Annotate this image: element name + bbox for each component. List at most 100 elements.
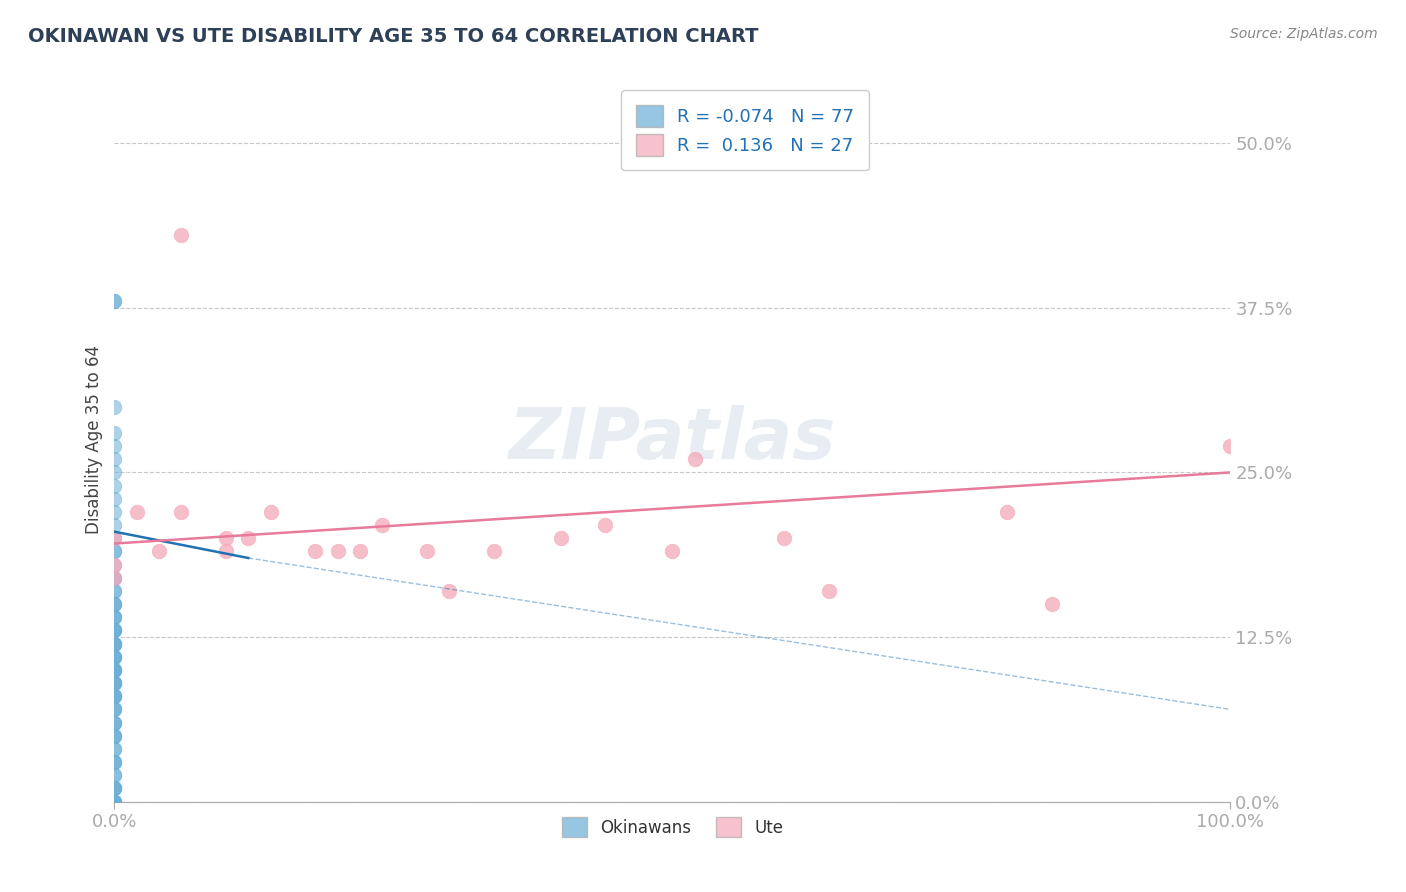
Point — [103, 452, 125, 467]
Point — [103, 715, 125, 730]
Point — [103, 624, 125, 638]
Point — [148, 544, 170, 558]
Point — [103, 715, 125, 730]
Point — [103, 597, 125, 611]
Point — [326, 544, 349, 558]
Point — [773, 531, 796, 545]
Point — [103, 558, 125, 572]
Point — [103, 781, 125, 796]
Point — [103, 715, 125, 730]
Point — [103, 690, 125, 704]
Point — [103, 795, 125, 809]
Point — [103, 637, 125, 651]
Point — [103, 781, 125, 796]
Point — [170, 505, 193, 519]
Point — [304, 544, 326, 558]
Point — [170, 228, 193, 243]
Point — [103, 624, 125, 638]
Point — [103, 637, 125, 651]
Point — [103, 795, 125, 809]
Point — [103, 676, 125, 690]
Point — [103, 466, 125, 480]
Point — [103, 795, 125, 809]
Point — [103, 729, 125, 743]
Point — [103, 425, 125, 440]
Point — [103, 742, 125, 756]
Point — [550, 531, 572, 545]
Point — [103, 663, 125, 677]
Point — [103, 571, 125, 585]
Y-axis label: Disability Age 35 to 64: Disability Age 35 to 64 — [86, 345, 103, 534]
Point — [103, 649, 125, 664]
Point — [103, 795, 125, 809]
Point — [103, 676, 125, 690]
Text: OKINAWAN VS UTE DISABILITY AGE 35 TO 64 CORRELATION CHART: OKINAWAN VS UTE DISABILITY AGE 35 TO 64 … — [28, 27, 759, 45]
Point — [103, 768, 125, 782]
Point — [103, 637, 125, 651]
Point — [1219, 439, 1241, 453]
Point — [215, 531, 238, 545]
Point — [103, 505, 125, 519]
Point — [103, 649, 125, 664]
Point — [103, 702, 125, 716]
Point — [103, 781, 125, 796]
Point — [416, 544, 439, 558]
Point — [215, 544, 238, 558]
Point — [103, 702, 125, 716]
Point — [103, 518, 125, 533]
Point — [371, 518, 394, 533]
Point — [103, 649, 125, 664]
Point — [103, 597, 125, 611]
Point — [103, 583, 125, 598]
Point — [817, 583, 839, 598]
Point — [349, 544, 371, 558]
Point — [103, 571, 125, 585]
Point — [103, 768, 125, 782]
Point — [103, 649, 125, 664]
Point — [103, 755, 125, 769]
Point — [683, 452, 706, 467]
Point — [103, 624, 125, 638]
Point — [103, 676, 125, 690]
Point — [103, 637, 125, 651]
Point — [103, 690, 125, 704]
Point — [103, 729, 125, 743]
Point — [103, 610, 125, 624]
Legend: Okinawans, Ute: Okinawans, Ute — [555, 810, 790, 844]
Point — [103, 690, 125, 704]
Point — [103, 702, 125, 716]
Point — [103, 663, 125, 677]
Point — [103, 491, 125, 506]
Point — [103, 781, 125, 796]
Point — [103, 439, 125, 453]
Point — [103, 610, 125, 624]
Point — [103, 531, 125, 545]
Text: ZIPatlas: ZIPatlas — [509, 405, 837, 474]
Point — [259, 505, 281, 519]
Point — [103, 742, 125, 756]
Point — [103, 531, 125, 545]
Point — [103, 558, 125, 572]
Text: Source: ZipAtlas.com: Source: ZipAtlas.com — [1230, 27, 1378, 41]
Point — [103, 795, 125, 809]
Point — [103, 400, 125, 414]
Point — [437, 583, 460, 598]
Point — [103, 478, 125, 492]
Point — [1040, 597, 1063, 611]
Point — [103, 663, 125, 677]
Point — [103, 676, 125, 690]
Point — [103, 624, 125, 638]
Point — [103, 729, 125, 743]
Point — [103, 571, 125, 585]
Point — [103, 294, 125, 309]
Point — [103, 795, 125, 809]
Point — [103, 597, 125, 611]
Point — [103, 610, 125, 624]
Point — [103, 544, 125, 558]
Point — [103, 663, 125, 677]
Point — [238, 531, 260, 545]
Point — [661, 544, 683, 558]
Point — [103, 294, 125, 309]
Point — [103, 544, 125, 558]
Point — [482, 544, 505, 558]
